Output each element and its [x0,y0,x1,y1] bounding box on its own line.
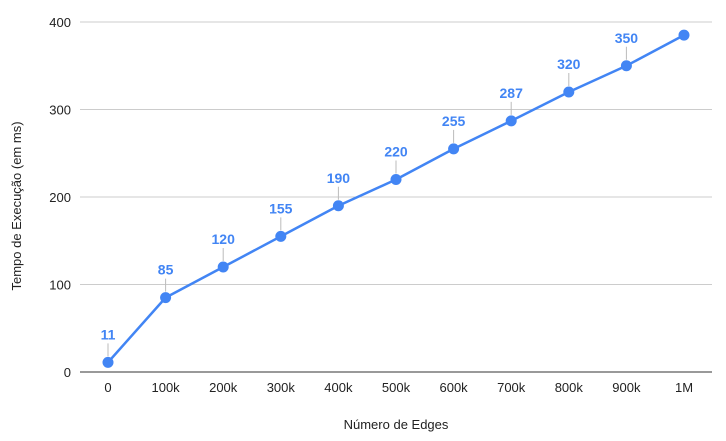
gridlines [80,21,712,373]
x-tick-label: 200k [209,380,238,395]
data-label: 120 [212,231,236,247]
data-point [332,200,344,212]
data-label: 85 [158,262,174,278]
data-point [448,143,460,155]
y-tick-label: 200 [49,190,71,205]
y-tick-label: 0 [64,365,71,380]
y-axis-title: Tempo de Execução (em ms) [9,121,24,290]
data-point [102,356,114,368]
data-label: 287 [500,85,524,101]
x-tick-label: 700k [497,380,526,395]
data-point [275,230,287,242]
data-point [620,60,632,72]
series-line [107,34,685,364]
data-point [390,174,402,185]
data-point [217,261,229,273]
x-tick-label: 300k [267,380,296,395]
data-point [678,29,690,41]
x-tick-label: 100k [151,380,180,395]
data-label: 320 [557,56,581,72]
x-tick-label: 400k [324,380,353,395]
data-point [505,115,517,127]
y-axis-ticks: 0 100 200 300 400 [49,15,71,380]
y-tick-label: 400 [49,15,71,30]
x-tick-label: 800k [555,380,584,395]
x-axis-title: Número de Edges [344,417,449,432]
data-label: 190 [327,170,351,186]
data-label-leaders [107,46,627,357]
data-point [160,292,172,304]
x-tick-label: 500k [382,380,411,395]
data-label: 220 [384,144,408,160]
data-label: 350 [615,30,639,46]
x-tick-label: 600k [439,380,468,395]
x-tick-label: 0 [104,380,111,395]
data-point [563,86,575,98]
x-axis-ticks: 0 100k 200k 300k 400k 500k 600k 700k 800k 900k 1M [104,380,693,395]
x-tick-label: 1M [675,380,693,395]
data-label: 11 [101,326,116,342]
series [102,29,690,368]
y-tick-label: 300 [49,103,71,118]
x-tick-label: 900k [612,380,641,395]
y-tick-label: 100 [49,278,71,293]
data-label: 255 [442,113,466,129]
data-label: 155 [269,200,293,216]
data-labels: 11 85 120 155 190 220 255 287 320 350 [101,30,639,343]
